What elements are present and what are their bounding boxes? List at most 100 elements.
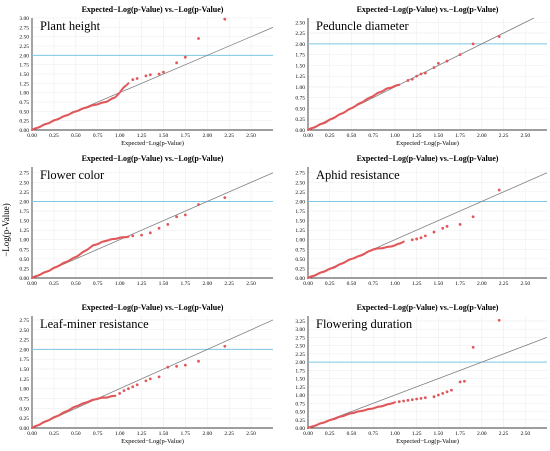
y-tick-label: 2.75 — [295, 171, 305, 177]
x-tick-label: 0.25 — [49, 133, 59, 139]
x-tick-label: 1.75 — [455, 281, 465, 287]
panel-title: Expected−Log(p-Value) vs.−Log(p-Value) — [357, 5, 499, 14]
x-tick-label: 1.00 — [390, 133, 400, 139]
outlier-point — [423, 234, 427, 238]
x-tick-label: 2.00 — [202, 281, 212, 287]
y-tick-label: 1.75 — [295, 368, 305, 374]
x-tick-label: 2.00 — [477, 281, 487, 287]
outlier-point — [436, 393, 440, 397]
y-tick-label: 2.25 — [295, 31, 305, 37]
data-point — [398, 83, 401, 86]
x-tick-label: 0.25 — [325, 133, 335, 139]
y-tick-label: 2.00 — [295, 42, 305, 48]
x-tick-label: 1.00 — [115, 281, 125, 287]
y-tick-label: 1.00 — [19, 238, 29, 244]
y-tick-label: 1.50 — [295, 377, 305, 383]
outlier-point — [223, 17, 227, 21]
x-tick-label: 1.50 — [434, 281, 444, 287]
x-tick-label: 1.50 — [159, 281, 169, 287]
qq-panel-plant-height: Expected−Log(p-Value) vs.−Log(p-Value) 0.… — [19, 5, 274, 147]
x-tick-label: 0.25 — [325, 431, 335, 437]
outlier-point — [450, 388, 453, 392]
global-y-axis-label: −Log(p-Value) — [1, 203, 11, 257]
x-tick-label: 0.50 — [71, 281, 81, 287]
outlier-point — [415, 237, 419, 241]
outlier-point — [410, 77, 414, 81]
outlier-point — [135, 77, 139, 80]
outlier-point — [471, 42, 475, 46]
x-tick-label: 1.00 — [115, 133, 125, 139]
y-tick-label: 1.75 — [295, 53, 305, 59]
outlier-point — [183, 55, 187, 59]
y-tick-label: 1.00 — [19, 387, 29, 393]
y-tick-label: 0.25 — [19, 119, 29, 125]
outlier-point — [157, 226, 161, 230]
x-tick-label: 0.75 — [93, 133, 103, 139]
qq-panel-flower-color: Expected−Log(p-Value) vs.−Log(p-Value) 0.… — [19, 154, 274, 287]
qq-panel-peduncle-diameter: Expected−Log(p-Value) vs.−Log(p-Value) 0.… — [295, 5, 547, 147]
outlier-point — [223, 196, 227, 200]
x-tick-label: 2.50 — [246, 133, 256, 139]
trait-label: Plant height — [40, 19, 101, 33]
outlier-point — [432, 395, 436, 399]
y-tick-label: 1.50 — [19, 72, 29, 78]
x-tick-label: 1.50 — [434, 431, 444, 437]
outlier-point — [471, 215, 475, 219]
x-tick-label: 2.00 — [477, 431, 487, 437]
outlier-point — [458, 380, 462, 384]
data-point — [127, 82, 130, 85]
x-tick-label: 2.50 — [520, 431, 530, 437]
y-tick-label: 0.00 — [19, 276, 29, 282]
y-tick-label: 1.25 — [295, 228, 305, 234]
outlier-point — [497, 318, 501, 322]
outlier-point — [175, 215, 179, 219]
y-tick-label: 0.25 — [295, 117, 305, 123]
outlier-point — [144, 74, 148, 78]
trait-label: Aphid resistance — [316, 168, 400, 182]
x-tick-label: 2.00 — [477, 133, 487, 139]
outlier-point — [497, 35, 501, 38]
x-tick-label: 1.75 — [455, 133, 465, 139]
panel-title: Expected−Log(p-Value) vs.−Log(p-Value) — [82, 154, 224, 163]
x-tick-label: 0.00 — [303, 431, 313, 437]
x-axis-label: Expected−Log(p-Value) — [121, 438, 184, 445]
y-tick-label: 2.75 — [19, 318, 29, 324]
y-tick-label: 2.00 — [19, 199, 29, 205]
y-tick-label: 1.25 — [295, 74, 305, 80]
outlier-point — [157, 375, 161, 379]
y-tick-label: 0.75 — [295, 247, 305, 253]
x-tick-label: 0.75 — [368, 281, 378, 287]
reference-diagonal-line — [31, 319, 274, 429]
x-tick-label: 0.50 — [347, 281, 357, 287]
outlier-point — [458, 223, 462, 226]
outlier-point — [131, 234, 135, 238]
y-tick-label: 1.50 — [19, 367, 29, 373]
x-tick-label: 2.25 — [224, 133, 234, 139]
y-tick-label: 2.25 — [19, 44, 29, 50]
data-point — [402, 240, 405, 243]
y-tick-label: 2.25 — [19, 190, 29, 196]
x-tick-label: 1.25 — [137, 281, 147, 287]
trait-label: Peduncle diameter — [316, 19, 410, 33]
outlier-point — [122, 389, 126, 393]
outlier-point — [175, 61, 179, 65]
x-tick-label: 1.75 — [181, 281, 191, 287]
y-tick-label: 1.25 — [19, 228, 29, 234]
x-tick-label: 2.25 — [224, 281, 234, 287]
x-tick-label: 0.75 — [368, 431, 378, 437]
x-tick-label: 1.50 — [434, 133, 444, 139]
outlier-point — [157, 72, 161, 76]
x-tick-label: 1.25 — [412, 133, 422, 139]
x-tick-label: 1.75 — [181, 133, 191, 139]
x-tick-label: 0.75 — [93, 431, 103, 437]
y-tick-label: 0.50 — [19, 257, 29, 263]
x-tick-label: 1.50 — [159, 133, 169, 139]
x-tick-label: 0.50 — [347, 431, 357, 437]
outlier-point — [140, 233, 143, 237]
y-tick-label: 0.25 — [19, 416, 29, 422]
outlier-point — [148, 73, 152, 77]
qq-panel-flowering-duration: Expected−Log(p-Value) vs.−Log(p-Value) 0.… — [295, 303, 548, 445]
outlier-point — [166, 365, 170, 369]
data-point — [118, 91, 121, 94]
